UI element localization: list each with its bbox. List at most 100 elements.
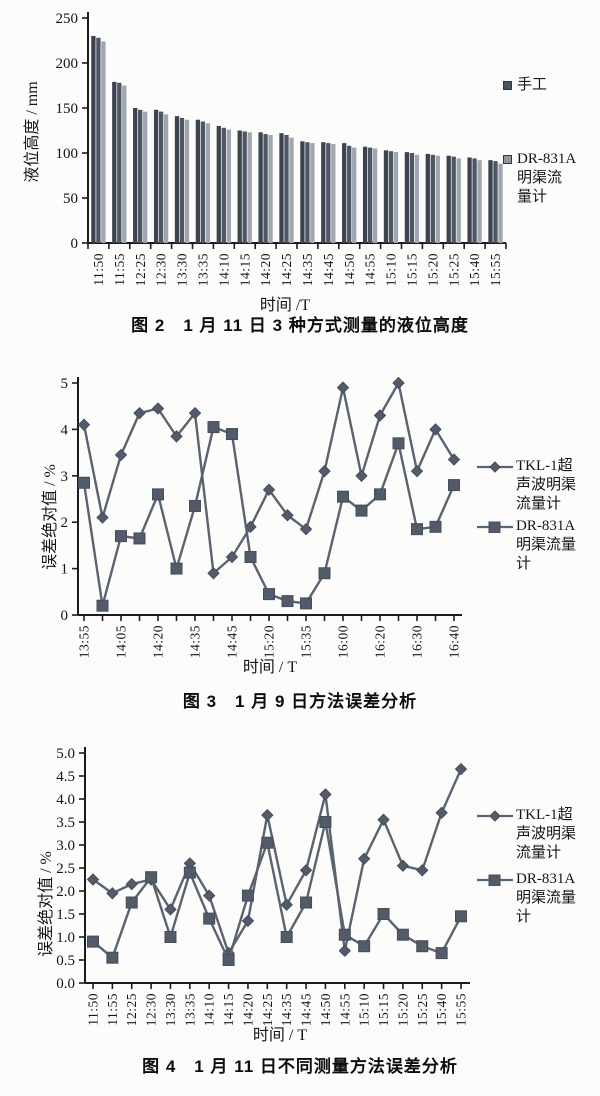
- svg-text:14:50: 14:50: [342, 253, 357, 286]
- legend-square-dr831a-icon: [503, 155, 512, 164]
- svg-text:4.5: 4.5: [56, 769, 75, 785]
- svg-text:15:20: 15:20: [395, 993, 410, 1026]
- svg-text:14:35: 14:35: [300, 253, 315, 286]
- svg-text:16:20: 16:20: [373, 625, 388, 658]
- svg-text:12:25: 12:25: [133, 253, 148, 286]
- legend-item-tkl1: TKL-1超 声波明渠 流量计: [477, 806, 576, 863]
- svg-text:5.0: 5.0: [56, 746, 75, 762]
- svg-text:2.0: 2.0: [56, 884, 75, 900]
- svg-text:13:30: 13:30: [163, 993, 178, 1026]
- svg-text:4: 4: [61, 422, 69, 438]
- svg-text:14:20: 14:20: [240, 993, 255, 1026]
- legend-label: 手工: [517, 77, 548, 93]
- figure-3: 0 1 2 3 4 5 13:55 14:05 14:20 14:35 14:45 15:20 15:3…: [0, 360, 600, 718]
- svg-text:0.0: 0.0: [56, 976, 75, 992]
- svg-text:15:55: 15:55: [454, 993, 469, 1026]
- svg-text:4.0: 4.0: [56, 792, 75, 808]
- legend: 手工 DR-831A 明渠流 量计: [503, 76, 576, 207]
- svg-text:15:10: 15:10: [384, 253, 399, 286]
- svg-text:11:55: 11:55: [105, 993, 120, 1026]
- svg-text:15:25: 15:25: [446, 253, 461, 286]
- svg-text:2.5: 2.5: [56, 861, 75, 877]
- svg-text:15:15: 15:15: [404, 253, 419, 286]
- legend-square-manual-icon: [503, 81, 512, 90]
- svg-text:14:35: 14:35: [279, 993, 294, 1026]
- svg-text:14:50: 14:50: [318, 993, 333, 1026]
- svg-text:14:25: 14:25: [260, 993, 275, 1026]
- svg-text:15:40: 15:40: [434, 993, 449, 1026]
- svg-text:5: 5: [61, 376, 69, 392]
- svg-text:14:10: 14:10: [216, 253, 231, 286]
- legend-item-dr831a: DR-831A 明渠流 量计: [503, 150, 576, 207]
- line-chart-error-jan11: 0.0 0.5 1.0 1.5 2.0 2.5 3.0 3.5 4.0 4.5 5.0 11:50 11…: [56, 746, 470, 1026]
- svg-text:13:55: 13:55: [77, 625, 92, 658]
- x-axis-label: 时间 / T: [252, 1027, 308, 1044]
- svg-text:11:55: 11:55: [112, 253, 127, 286]
- svg-text:16:30: 16:30: [410, 625, 425, 658]
- svg-text:14:05: 14:05: [114, 625, 129, 658]
- svg-text:14:45: 14:45: [299, 993, 314, 1026]
- x-axis-label: 时间 / T: [242, 659, 298, 676]
- svg-text:15:10: 15:10: [357, 993, 372, 1026]
- svg-text:15:40: 15:40: [467, 253, 482, 286]
- x-axis-label: 时间 /T: [259, 297, 311, 314]
- legend-label: 明渠流量: [516, 537, 577, 553]
- legend-label: 计: [516, 909, 532, 925]
- figure-4-caption: 图 4 1 月 11 日不同测量方法误差分析: [142, 1057, 458, 1076]
- legend: TKL-1超 声波明渠 流量计 DR-831A 明渠流量 计: [477, 457, 576, 574]
- svg-text:100: 100: [56, 146, 79, 162]
- legend-label: 声波明渠: [516, 826, 577, 842]
- svg-text:14:45: 14:45: [321, 253, 336, 286]
- svg-text:14:15: 14:15: [221, 993, 236, 1026]
- svg-text:14:55: 14:55: [363, 253, 378, 286]
- figure-4: 0.0 0.5 1.0 1.5 2.0 2.5 3.0 3.5 4.0 4.5 5.0 11:50 11…: [0, 730, 600, 1096]
- legend-label: 流量计: [516, 845, 562, 861]
- svg-text:14:15: 14:15: [237, 253, 252, 286]
- line-chart-error-jan9: 0 1 2 3 4 5 13:55 14:05 14:20 14:35 14:45 15:20 15:3…: [61, 376, 462, 658]
- svg-text:16:00: 16:00: [336, 625, 351, 658]
- svg-text:12:25: 12:25: [124, 993, 139, 1026]
- svg-text:14:35: 14:35: [188, 625, 203, 658]
- svg-text:3.0: 3.0: [56, 838, 75, 854]
- svg-text:15:25: 15:25: [415, 993, 430, 1026]
- svg-text:13:35: 13:35: [182, 993, 197, 1026]
- svg-text:14:25: 14:25: [279, 253, 294, 286]
- svg-text:14:10: 14:10: [202, 993, 217, 1026]
- svg-text:150: 150: [56, 101, 79, 117]
- legend-line-square-icon: [477, 521, 513, 533]
- legend-label: 明渠流量: [516, 890, 577, 906]
- legend: TKL-1超 声波明渠 流量计 DR-831A 明渠流量 计: [477, 806, 576, 927]
- legend-line-diamond-icon: [477, 461, 513, 473]
- svg-text:14:55: 14:55: [337, 993, 352, 1026]
- legend-label: TKL-1超: [516, 807, 573, 823]
- svg-text:15:20: 15:20: [425, 253, 440, 286]
- y-axis-label: 误差绝对值 / %: [42, 464, 59, 570]
- figure-2: 0 50 100 150 200 250 11:50 11:55 12:25 12:30 13:30…: [0, 0, 600, 348]
- svg-text:0: 0: [61, 608, 69, 624]
- svg-text:3.5: 3.5: [56, 815, 75, 831]
- legend-line-diamond-icon: [477, 810, 513, 822]
- y-axis-label: 液位高度 / mm: [24, 81, 41, 183]
- legend-label: TKL-1超: [516, 458, 573, 474]
- legend-item-manual: 手工: [503, 76, 576, 95]
- svg-text:14:45: 14:45: [225, 625, 240, 658]
- legend-label: 量计: [517, 189, 548, 205]
- legend-item-dr831a: DR-831A 明渠流量 计: [477, 517, 576, 574]
- svg-text:15:15: 15:15: [376, 993, 391, 1026]
- legend-item-tkl1: TKL-1超 声波明渠 流量计: [477, 457, 576, 514]
- legend-label: DR-831A: [517, 151, 577, 167]
- svg-text:15:20: 15:20: [262, 625, 277, 658]
- svg-text:14:20: 14:20: [151, 625, 166, 658]
- svg-text:15:55: 15:55: [488, 253, 503, 286]
- y-axis-label: 误差绝对值 / %: [38, 851, 55, 957]
- legend-label: 明渠流: [517, 170, 563, 186]
- svg-text:50: 50: [63, 191, 78, 207]
- svg-text:11:50: 11:50: [86, 993, 101, 1026]
- svg-text:200: 200: [56, 56, 79, 72]
- svg-text:3: 3: [61, 469, 69, 485]
- svg-text:13:35: 13:35: [195, 253, 210, 286]
- svg-text:0.5: 0.5: [56, 953, 75, 969]
- legend-label: DR-831A: [516, 518, 576, 534]
- svg-text:11:50: 11:50: [91, 253, 106, 286]
